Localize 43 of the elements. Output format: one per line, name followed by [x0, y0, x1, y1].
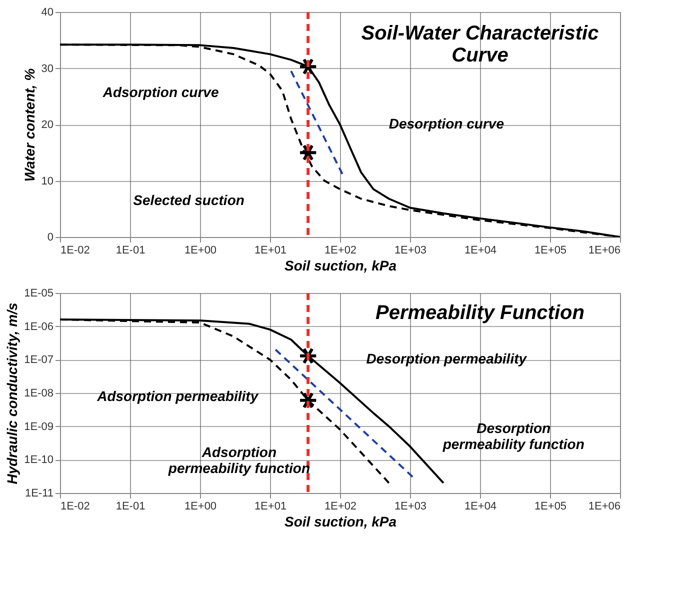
annotation: Adsorption permeability: [96, 388, 260, 404]
x-tick-label: 1E+02: [324, 244, 357, 256]
y-tick-label: 1E-07: [24, 354, 54, 366]
annotation: Adsorption permeability function: [167, 444, 310, 476]
annotation: Desorption permeability: [366, 350, 528, 367]
y-axis-title: Hydraulic conductivity, m/s: [4, 302, 20, 484]
text: Soil-Water Characteristic Curve: [361, 22, 599, 66]
y-tick-label: 1E-11: [24, 488, 54, 500]
x-tick-label: 1E+05: [534, 500, 567, 512]
y-axis-title: Water content, %: [21, 68, 38, 182]
y-tick-label: 10: [41, 175, 54, 188]
annotation: Desorption curve: [388, 116, 504, 132]
x-tick-label: 1E-02: [60, 500, 90, 512]
x-tick-label: 1E+04: [464, 244, 497, 256]
x-tick-label: 1E+03: [394, 500, 427, 512]
y-tick-label: 1E-06: [24, 320, 54, 333]
x-tick-label: 1E-01: [116, 500, 146, 512]
annotation: Desorption permeability function: [442, 420, 584, 452]
x-tick-label: 1E-02: [60, 244, 90, 256]
x-tick-label: 1E+03: [394, 244, 427, 256]
chart-title: Permeability Function: [376, 302, 584, 324]
x-tick-label: 1E+00: [184, 500, 217, 512]
x-tick-label: 1E+00: [184, 244, 217, 256]
x-tick-label: 1E+06: [588, 244, 620, 256]
x-tick-label: 1E+05: [534, 244, 567, 256]
y-tick-label: 1E-10: [24, 454, 54, 466]
annotation: Adsorption curve: [102, 84, 219, 100]
annotation: Selected suction: [133, 192, 244, 208]
y-tick-label: 40: [41, 6, 54, 18]
x-axis-title: Soil suction, kPa: [284, 514, 397, 530]
x-tick-label: 1E+01: [254, 500, 287, 512]
y-tick-label: 0: [47, 232, 54, 244]
x-tick-label: 1E-01: [116, 244, 146, 256]
x-tick-label: 1E+04: [464, 500, 497, 512]
y-tick-label: 30: [41, 62, 54, 75]
x-tick-label: 1E+06: [588, 500, 620, 512]
y-tick-label: 1E-08: [24, 388, 54, 400]
y-tick-label: 20: [41, 119, 54, 131]
x-tick-label: 1E+01: [254, 244, 287, 256]
y-tick-label: 1E-05: [24, 288, 54, 300]
x-tick-label: 1E+02: [324, 500, 357, 512]
y-tick-label: 1E-09: [24, 420, 54, 433]
x-axis-title: Soil suction, kPa: [284, 258, 397, 274]
